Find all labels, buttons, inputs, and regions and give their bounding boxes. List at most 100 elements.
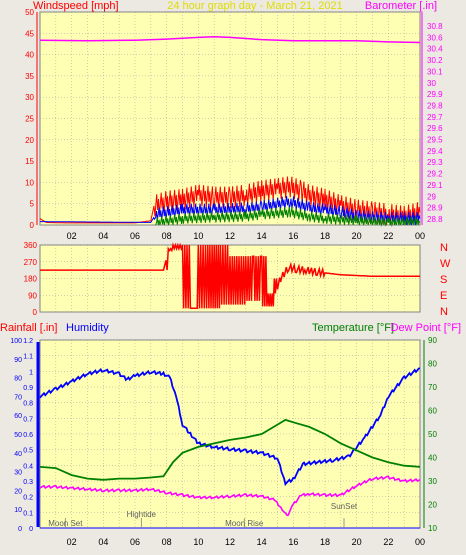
windspeed-tick-label: 30 <box>25 93 34 102</box>
x-tick-label: 12 <box>225 231 235 241</box>
x-tick-label: 20 <box>352 537 362 547</box>
x-tick-label: 02 <box>67 231 77 241</box>
x-tick-label: 10 <box>193 231 203 241</box>
x-tick-label: 06 <box>130 231 140 241</box>
x-tick-label: 14 <box>257 537 267 547</box>
windspeed-tick-label: 5 <box>30 200 35 209</box>
rainfall-tick-label: 0.1 <box>23 510 33 517</box>
barometer-tick-label: 29.6 <box>427 124 443 133</box>
temperature-tick-label: 20 <box>428 501 437 510</box>
windspeed-tick-label: 20 <box>25 136 34 145</box>
humidity-tick-label: 100 <box>10 338 22 345</box>
humidity-tick-label: 50 <box>14 432 22 439</box>
windspeed-tick-label: 0 <box>30 221 35 230</box>
x-tick-label: 16 <box>288 231 298 241</box>
barometer-tick-label: 29.7 <box>427 113 443 122</box>
x-tick-label: 22 <box>383 231 393 241</box>
windspeed-tick-label: 15 <box>25 157 34 166</box>
barometer-tick-label: 30.1 <box>427 67 443 76</box>
barometer-tick-label: 29.4 <box>427 147 443 156</box>
x-tick-label: 00 <box>415 231 425 241</box>
rainfall-tick-label: 0.5 <box>23 448 33 455</box>
humidity-tick-label: 90 <box>14 357 22 364</box>
event-marker-label: SunSet <box>331 502 358 511</box>
temperature-tick-label: 90 <box>428 336 437 345</box>
x-tick-label: 12 <box>225 537 235 547</box>
barometer-tick-label: 29.8 <box>427 101 443 110</box>
barometer-tick-label: 30.8 <box>427 22 443 31</box>
rainfall-axis-title: Rainfall [.in] <box>0 322 57 334</box>
rainfall-tick-label: 1.2 <box>23 338 33 345</box>
temperature-tick-label: 50 <box>428 430 437 439</box>
windspeed-axis-title: Windspeed [mph] <box>33 0 119 12</box>
barometer-axis-title: Barometer [.in] <box>365 0 437 12</box>
x-tick-label: 06 <box>130 537 140 547</box>
barometer-line <box>39 36 421 44</box>
windspeed-tick-label: 25 <box>25 115 34 124</box>
temperature-tick-label: 10 <box>428 524 437 533</box>
barometer-tick-label: 29 <box>427 192 436 201</box>
event-marker-label: Hightide <box>127 510 157 519</box>
windspeed-avg-line <box>40 195 421 226</box>
direction-tick-label: 0 <box>33 308 38 317</box>
direction-label-north-bottom: N <box>440 306 448 318</box>
temperature-tick-label: 40 <box>428 454 437 463</box>
data-series: Moon Set Hightide Moon Rise SunSet <box>39 36 421 529</box>
x-tick-label: 18 <box>320 231 330 241</box>
rainfall-tick-label: 0.2 <box>23 495 33 502</box>
x-tick-label: 18 <box>320 537 330 547</box>
barometer-tick-label: 29.3 <box>427 158 443 167</box>
dewpoint-axis-title: Dew Point [°F] <box>391 322 461 334</box>
humidity-tick-label: 0 <box>18 526 22 533</box>
rainfall-tick-label: 0.3 <box>23 479 33 486</box>
humidity-tick-label: 30 <box>14 470 22 477</box>
x-tick-label: 10 <box>193 537 203 547</box>
windspeed-tick-label: 40 <box>25 51 34 60</box>
x-tick-label: 08 <box>162 537 172 547</box>
direction-tick-label: 270 <box>24 258 38 267</box>
direction-label-north-top: N <box>440 242 448 254</box>
x-tick-label: 16 <box>288 537 298 547</box>
windspeed-tick-label: 45 <box>25 29 34 38</box>
event-marker-label: Moon Set <box>48 519 83 528</box>
rainfall-tick-label: 0 <box>29 526 33 533</box>
rainfall-tick-label: 1 <box>29 369 33 376</box>
rainfall-tick-label: 0.7 <box>23 416 33 423</box>
temperature-tick-label: 70 <box>428 383 437 392</box>
barometer-tick-label: 29.5 <box>427 136 443 145</box>
humidity-tick-label: 40 <box>14 451 22 458</box>
barometer-tick-label: 30.4 <box>427 45 443 54</box>
direction-label-south: S <box>440 274 447 286</box>
humidity-tick-label: 60 <box>14 413 22 420</box>
windspeed-tick-label: 35 <box>25 72 34 81</box>
rainfall-tick-label: 0.4 <box>23 463 33 470</box>
humidity-line <box>39 367 421 487</box>
temperature-axis-title: Temperature [°F] <box>312 322 394 334</box>
barometer-tick-label: 30.2 <box>427 56 443 65</box>
rainfall-tick-label: 0.8 <box>23 401 33 408</box>
barometer-tick-label: 29.1 <box>427 181 443 190</box>
event-marker-label: Moon Rise <box>225 519 264 528</box>
barometer-tick-label: 30 <box>427 79 436 88</box>
barometer-tick-label: 28.9 <box>427 204 443 213</box>
x-tick-label: 04 <box>98 231 108 241</box>
x-tick-label: 04 <box>98 537 108 547</box>
x-tick-label: 22 <box>383 537 393 547</box>
windspeed-tick-label: 50 <box>25 8 34 17</box>
x-tick-label: 02 <box>67 537 77 547</box>
direction-tick-label: 180 <box>24 275 38 284</box>
barometer-tick-label: 28.8 <box>427 215 443 224</box>
temperature-tick-label: 60 <box>428 407 437 416</box>
direction-tick-label: 360 <box>24 241 38 250</box>
temperature-line <box>39 418 421 481</box>
barometer-tick-label: 29.9 <box>427 90 443 99</box>
windspeed-low-line <box>155 207 420 227</box>
direction-label-west: W <box>440 258 451 270</box>
humidity-tick-label: 80 <box>14 376 22 383</box>
windspeed-gust-line <box>39 176 421 226</box>
barometer-tick-label: 30.6 <box>427 33 443 42</box>
graph-title: 24 hour graph day - March 21, 2021 <box>167 0 343 12</box>
